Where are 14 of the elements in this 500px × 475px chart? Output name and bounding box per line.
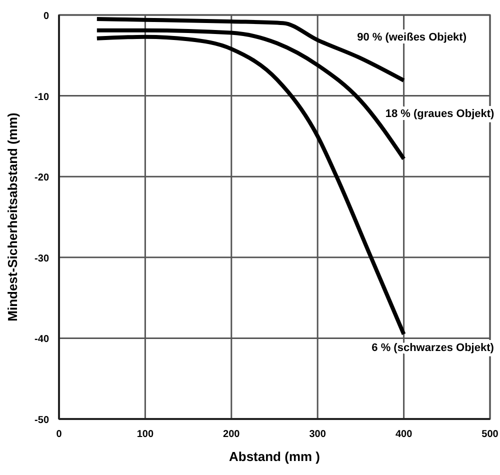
x-tick-label: 100 [136, 429, 154, 440]
y-tick-label: 0 [43, 11, 50, 22]
x-tick-label: 500 [482, 429, 499, 440]
x-axis-title: Abstand (mm ) [229, 449, 320, 464]
y-tick-label: -50 [34, 415, 50, 426]
y-tick-label: -20 [34, 172, 50, 184]
x-tick-label: 400 [395, 429, 413, 440]
y-axis-title: Mindest-Sicherheitsabstand (mm) [5, 112, 20, 322]
x-tick-label: 200 [223, 429, 240, 440]
x-tick-label: 300 [309, 429, 326, 440]
x-tick-label: 0 [56, 429, 62, 440]
y-tick-label: -30 [34, 253, 50, 264]
y-tick-label: -40 [34, 334, 50, 346]
y-tick-label: -10 [34, 92, 50, 103]
